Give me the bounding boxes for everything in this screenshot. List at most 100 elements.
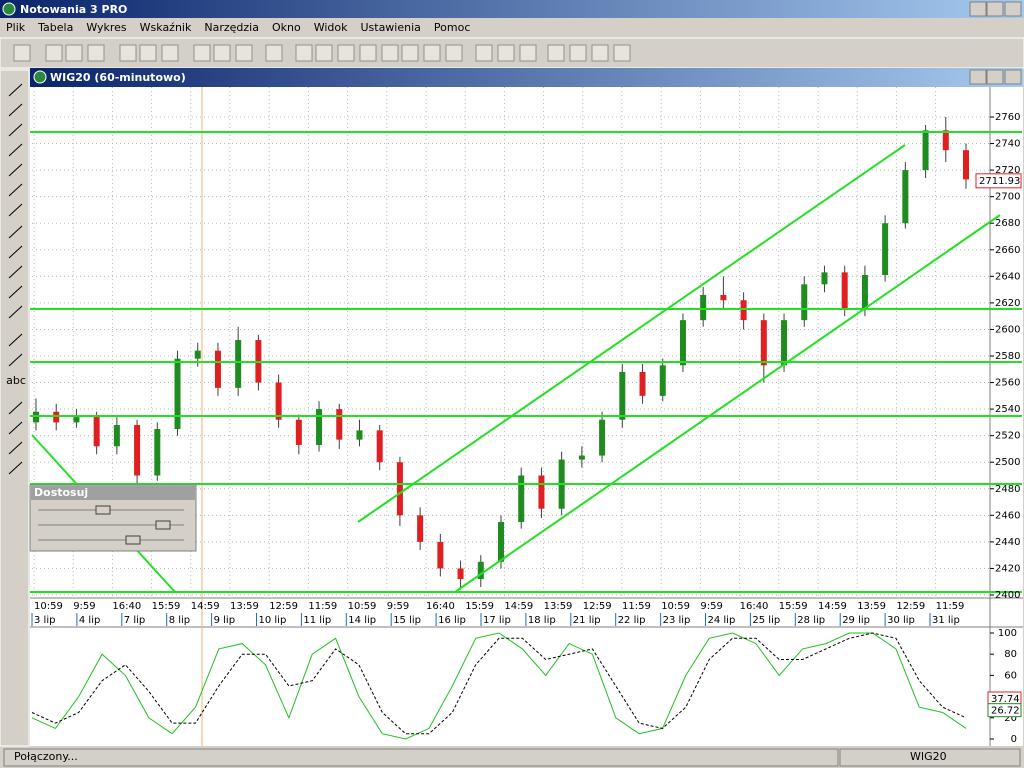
tool-button[interactable] <box>445 44 463 62</box>
menu-item[interactable]: Tabela <box>37 21 73 34</box>
chart-minimize[interactable] <box>969 69 987 85</box>
draw-tool[interactable] <box>8 163 23 177</box>
time-label: 11:59 <box>622 601 651 612</box>
menu-item[interactable]: Ustawienia <box>360 21 420 34</box>
tool-button[interactable] <box>613 44 631 62</box>
tool-button[interactable] <box>401 44 419 62</box>
tool-button[interactable] <box>87 44 105 62</box>
tool-button[interactable] <box>591 44 609 62</box>
date-label: 24 lip <box>708 615 736 626</box>
candle-body <box>599 419 606 456</box>
osc-y-tick-label: 20 <box>1004 713 1017 724</box>
osc-last-box <box>987 703 1022 718</box>
menu-item[interactable]: Plik <box>6 21 26 34</box>
date-label: 18 lip <box>528 615 556 626</box>
plot <box>31 117 969 740</box>
menu-item[interactable]: Wykres <box>86 21 127 34</box>
trend-line[interactable] <box>454 214 1001 593</box>
tool-button[interactable] <box>235 44 253 62</box>
draw-tool[interactable] <box>8 285 23 299</box>
tool-button[interactable] <box>315 44 333 62</box>
date-label: 17 lip <box>483 615 511 626</box>
tool-button[interactable] <box>295 44 313 62</box>
chart-close[interactable] <box>1004 69 1022 85</box>
toolbar-buttons <box>13 44 631 62</box>
slider-thumb[interactable] <box>95 505 111 515</box>
tool-button[interactable] <box>475 44 493 62</box>
draw-tool[interactable] <box>8 245 23 259</box>
candle-body <box>235 340 242 388</box>
tool-button[interactable] <box>497 44 515 62</box>
close-button[interactable] <box>1004 1 1022 17</box>
y-tick-label: 2700 <box>995 192 1020 203</box>
chart-title-bar <box>30 68 1023 87</box>
date-label: 11 lip <box>303 615 331 626</box>
chart-maximize[interactable] <box>986 69 1004 85</box>
draw-tool[interactable] <box>8 265 23 279</box>
tool-button[interactable] <box>519 44 537 62</box>
text-tool[interactable]: abc <box>6 374 26 387</box>
draw-tool[interactable] <box>8 421 23 435</box>
tool-button[interactable] <box>381 44 399 62</box>
draw-tool[interactable] <box>8 203 23 217</box>
time-label: 13:59 <box>230 601 259 612</box>
draw-tool[interactable] <box>8 333 23 347</box>
osc-last-value: 26.72 <box>991 706 1020 717</box>
tool-button[interactable] <box>423 44 441 62</box>
candle-body <box>376 430 383 463</box>
tool-button[interactable] <box>359 44 377 62</box>
draw-tool[interactable] <box>8 225 23 239</box>
time-label: 9:59 <box>387 601 409 612</box>
tool-button[interactable] <box>13 44 31 62</box>
trend-line[interactable] <box>357 144 906 523</box>
date-label: 23 lip <box>663 615 691 626</box>
tool-button[interactable] <box>337 44 355 62</box>
candle-body <box>154 429 161 476</box>
time-label: 10:59 <box>34 601 63 612</box>
draw-tool[interactable] <box>8 183 23 197</box>
tool-button[interactable] <box>193 44 211 62</box>
draw-tool[interactable] <box>8 441 23 455</box>
tool-button[interactable] <box>119 44 137 62</box>
menu-item[interactable]: Widok <box>314 21 348 34</box>
draw-tool[interactable] <box>8 83 23 97</box>
candle-body <box>518 475 525 522</box>
tool-button[interactable] <box>45 44 63 62</box>
menu-item[interactable]: Wskaźnik <box>140 21 192 34</box>
tool-button[interactable] <box>547 44 565 62</box>
maximize-button[interactable] <box>986 1 1004 17</box>
date-label: 9 lip <box>214 615 235 626</box>
tool-button[interactable] <box>161 44 179 62</box>
tool-button[interactable] <box>265 44 283 62</box>
status-bar <box>0 747 1024 768</box>
draw-tool[interactable] <box>8 103 23 117</box>
draw-tool[interactable] <box>8 353 23 367</box>
y-tick-label: 2620 <box>995 298 1020 309</box>
time-label: 13:59 <box>857 601 886 612</box>
draw-tool[interactable] <box>8 305 23 319</box>
y-tick-label: 2400 <box>995 590 1020 601</box>
tool-button[interactable] <box>139 44 157 62</box>
window-buttons[interactable] <box>969 1 1022 17</box>
time-label: 12:59 <box>269 601 298 612</box>
time-label: 15:59 <box>152 601 181 612</box>
panel-title: Dostosuj <box>34 486 88 499</box>
left-toolbar-buttons <box>8 83 23 475</box>
menu-item[interactable]: Narzędzia <box>204 21 259 34</box>
slider-thumb[interactable] <box>155 520 171 530</box>
tool-button[interactable] <box>65 44 83 62</box>
draw-tool[interactable] <box>8 401 23 415</box>
tool-button[interactable] <box>569 44 587 62</box>
minimize-button[interactable] <box>969 1 987 17</box>
menu-item[interactable]: Okno <box>272 21 301 34</box>
chart-window-title: WIG20 (60-minutowo) <box>50 71 186 84</box>
time-label: 16:40 <box>112 601 141 612</box>
tool-button[interactable] <box>213 44 231 62</box>
draw-tool[interactable] <box>8 123 23 137</box>
candle-body <box>53 411 60 423</box>
draw-tool[interactable] <box>8 461 23 475</box>
menu-item[interactable]: Pomoc <box>434 21 470 34</box>
slider-thumb[interactable] <box>125 535 141 545</box>
draw-tool[interactable] <box>8 143 23 157</box>
candle-body <box>679 320 686 366</box>
